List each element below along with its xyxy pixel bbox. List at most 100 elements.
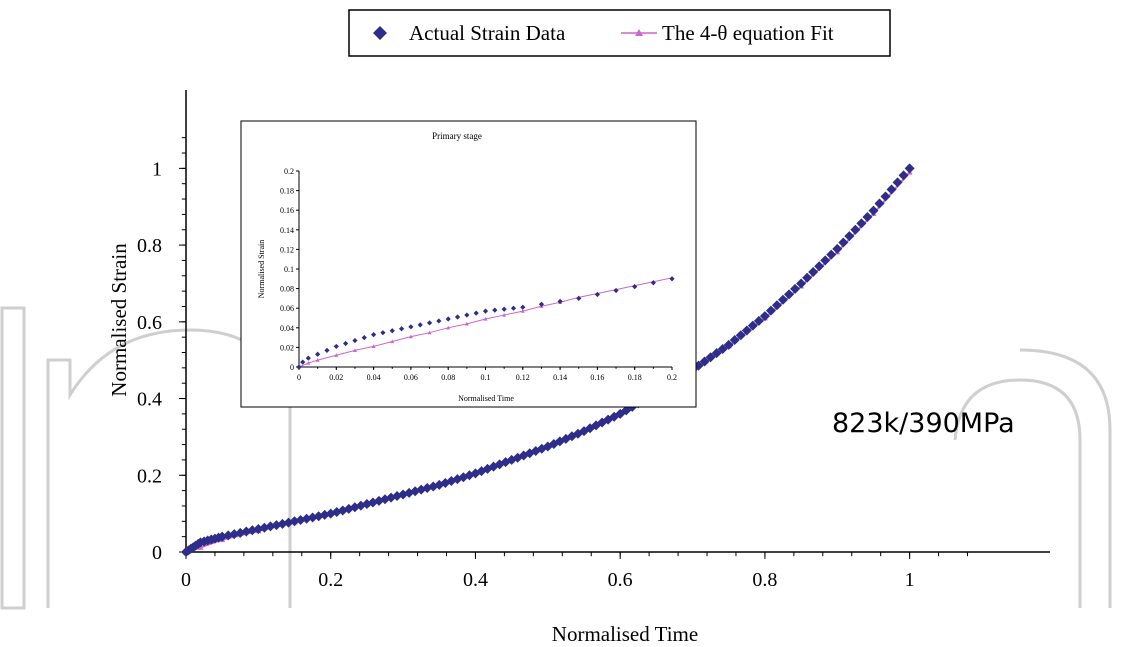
legend-box [348,9,891,57]
main-actual-point [759,311,770,322]
main-actual-point [784,289,795,300]
main-actual-point [844,231,855,242]
inset-actual-point [371,332,377,338]
main-ticks: 0 0.2 0.4 0.6 0.8 1 0 0.2 0.4 0.6 0.8 1 [137,137,969,591]
inset-y-tick-label: 0.1 [284,265,294,274]
main-actual-point [705,352,716,363]
inset-actual-point [594,291,600,298]
inset-fit-point [427,330,432,335]
main-actual-point [331,507,342,518]
inset-actual-point [300,359,306,365]
main-actual-point [868,205,879,216]
inset-actual-point [380,330,386,336]
main-actual-point [723,339,734,350]
main-actual-point [729,335,740,346]
main-actual-point [247,525,258,536]
inset-actual-point [333,343,339,350]
main-actual-point [898,170,909,181]
inset-fit-point [502,313,507,317]
inset-x-tick-label: 0.06 [404,373,418,382]
inset-actual-point [343,340,349,347]
main-actual-point [765,305,776,316]
main-actual-point [717,343,728,354]
inset-actual-point [426,320,433,326]
inset-x-axis-title: Normalised Time [458,394,514,403]
main-y-tick-label: 0.8 [137,235,162,257]
main-actual-point [802,272,813,283]
inset-y-tick-label: 0.02 [280,343,294,352]
inset-actual-point [538,301,545,307]
inset-fit-point [520,309,525,313]
inset-x-tick-label: 0.2 [667,373,677,382]
inset-x-tick-label: 0 [297,373,301,382]
main-y-tick-label: 0.2 [137,465,162,487]
inset-x-tick-label: 0.02 [329,373,343,382]
inset-actual-point [436,318,442,324]
inset-actual-point [352,337,358,344]
main-actual-point [886,184,897,195]
inset-actual-series [296,276,675,370]
inset-actual-point [389,328,395,334]
inset-actual-point [613,287,619,294]
inset-y-tick-label: 0.04 [280,324,294,333]
main-actual-point [699,356,710,367]
inset-y-tick-label: 0.16 [280,206,294,215]
main-actual-point [838,237,849,248]
inset-y-tick-label: 0.2 [284,167,294,176]
main-actual-point [904,163,915,174]
inset-fit-point [483,316,488,321]
main-actual-point [892,177,903,188]
inset-fit-line [298,277,673,368]
main-actual-point [771,300,782,311]
inset-actual-point [305,355,311,361]
main-actual-point [747,320,758,331]
main-actual-point [862,211,873,222]
main-actual-point [790,283,801,294]
main-x-tick-label: 0.8 [752,569,777,591]
main-x-tick-label: 0.4 [463,569,488,591]
main-actual-point [856,218,867,229]
main-actual-point [820,255,831,266]
legend: Actual Strain Data The 4-θ equation Fit [348,9,891,57]
main-actual-point [778,294,788,305]
inset-y-tick-label: 0.08 [280,285,294,294]
inset-actual-point [398,326,405,332]
main-y-tick-label: 1 [152,158,162,180]
main-y-tick-label: 0.6 [137,312,162,334]
inset-actual-point [482,308,489,314]
inset-actual-point [669,276,675,282]
inset-x-tick-label: 0.1 [481,373,491,382]
inset-x-tick-label: 0.12 [516,373,530,382]
inset-actual-point [464,312,470,318]
inset-frame [240,120,697,408]
inset-x-tick-label: 0.04 [367,373,381,382]
legend-diamond-marker [373,26,387,40]
main-actual-point [850,224,861,235]
inset-fit-point [306,361,311,365]
inset-actual-point [296,364,302,370]
inset-actual-point [510,305,517,311]
inset-actual-point [632,284,638,290]
inset-x-tick-label: 0.18 [628,373,642,382]
inset-actual-point [408,324,414,330]
main-x-tick-label: 1 [905,569,915,591]
main-actual-point [880,191,891,202]
main-actual-point [826,249,837,260]
inset-x-tick-label: 0.16 [590,373,604,382]
main-actual-point [832,243,843,254]
main-actual-point [753,315,764,326]
inset-actual-point [492,307,498,313]
main-y-tick-label: 0.4 [137,389,162,411]
legend-label-actual: Actual Strain Data [409,21,566,45]
y-axis-title: Normalised Strain [107,243,131,397]
main-actual-point [741,325,752,336]
inset-fit-point [315,358,320,362]
inset-y-tick-label: 0.12 [280,245,294,254]
inset-fit-point [446,325,451,330]
inset-x-tick-label: 0.14 [553,373,567,382]
inset-fit-point [464,321,469,326]
inset-actual-point [576,295,582,301]
inset-fit-point [334,353,339,357]
inset-ticks: 0 0.02 0.04 0.06 0.08 0.1 0.12 0.14 0.16 0.18 0.2 0… [280,167,677,382]
